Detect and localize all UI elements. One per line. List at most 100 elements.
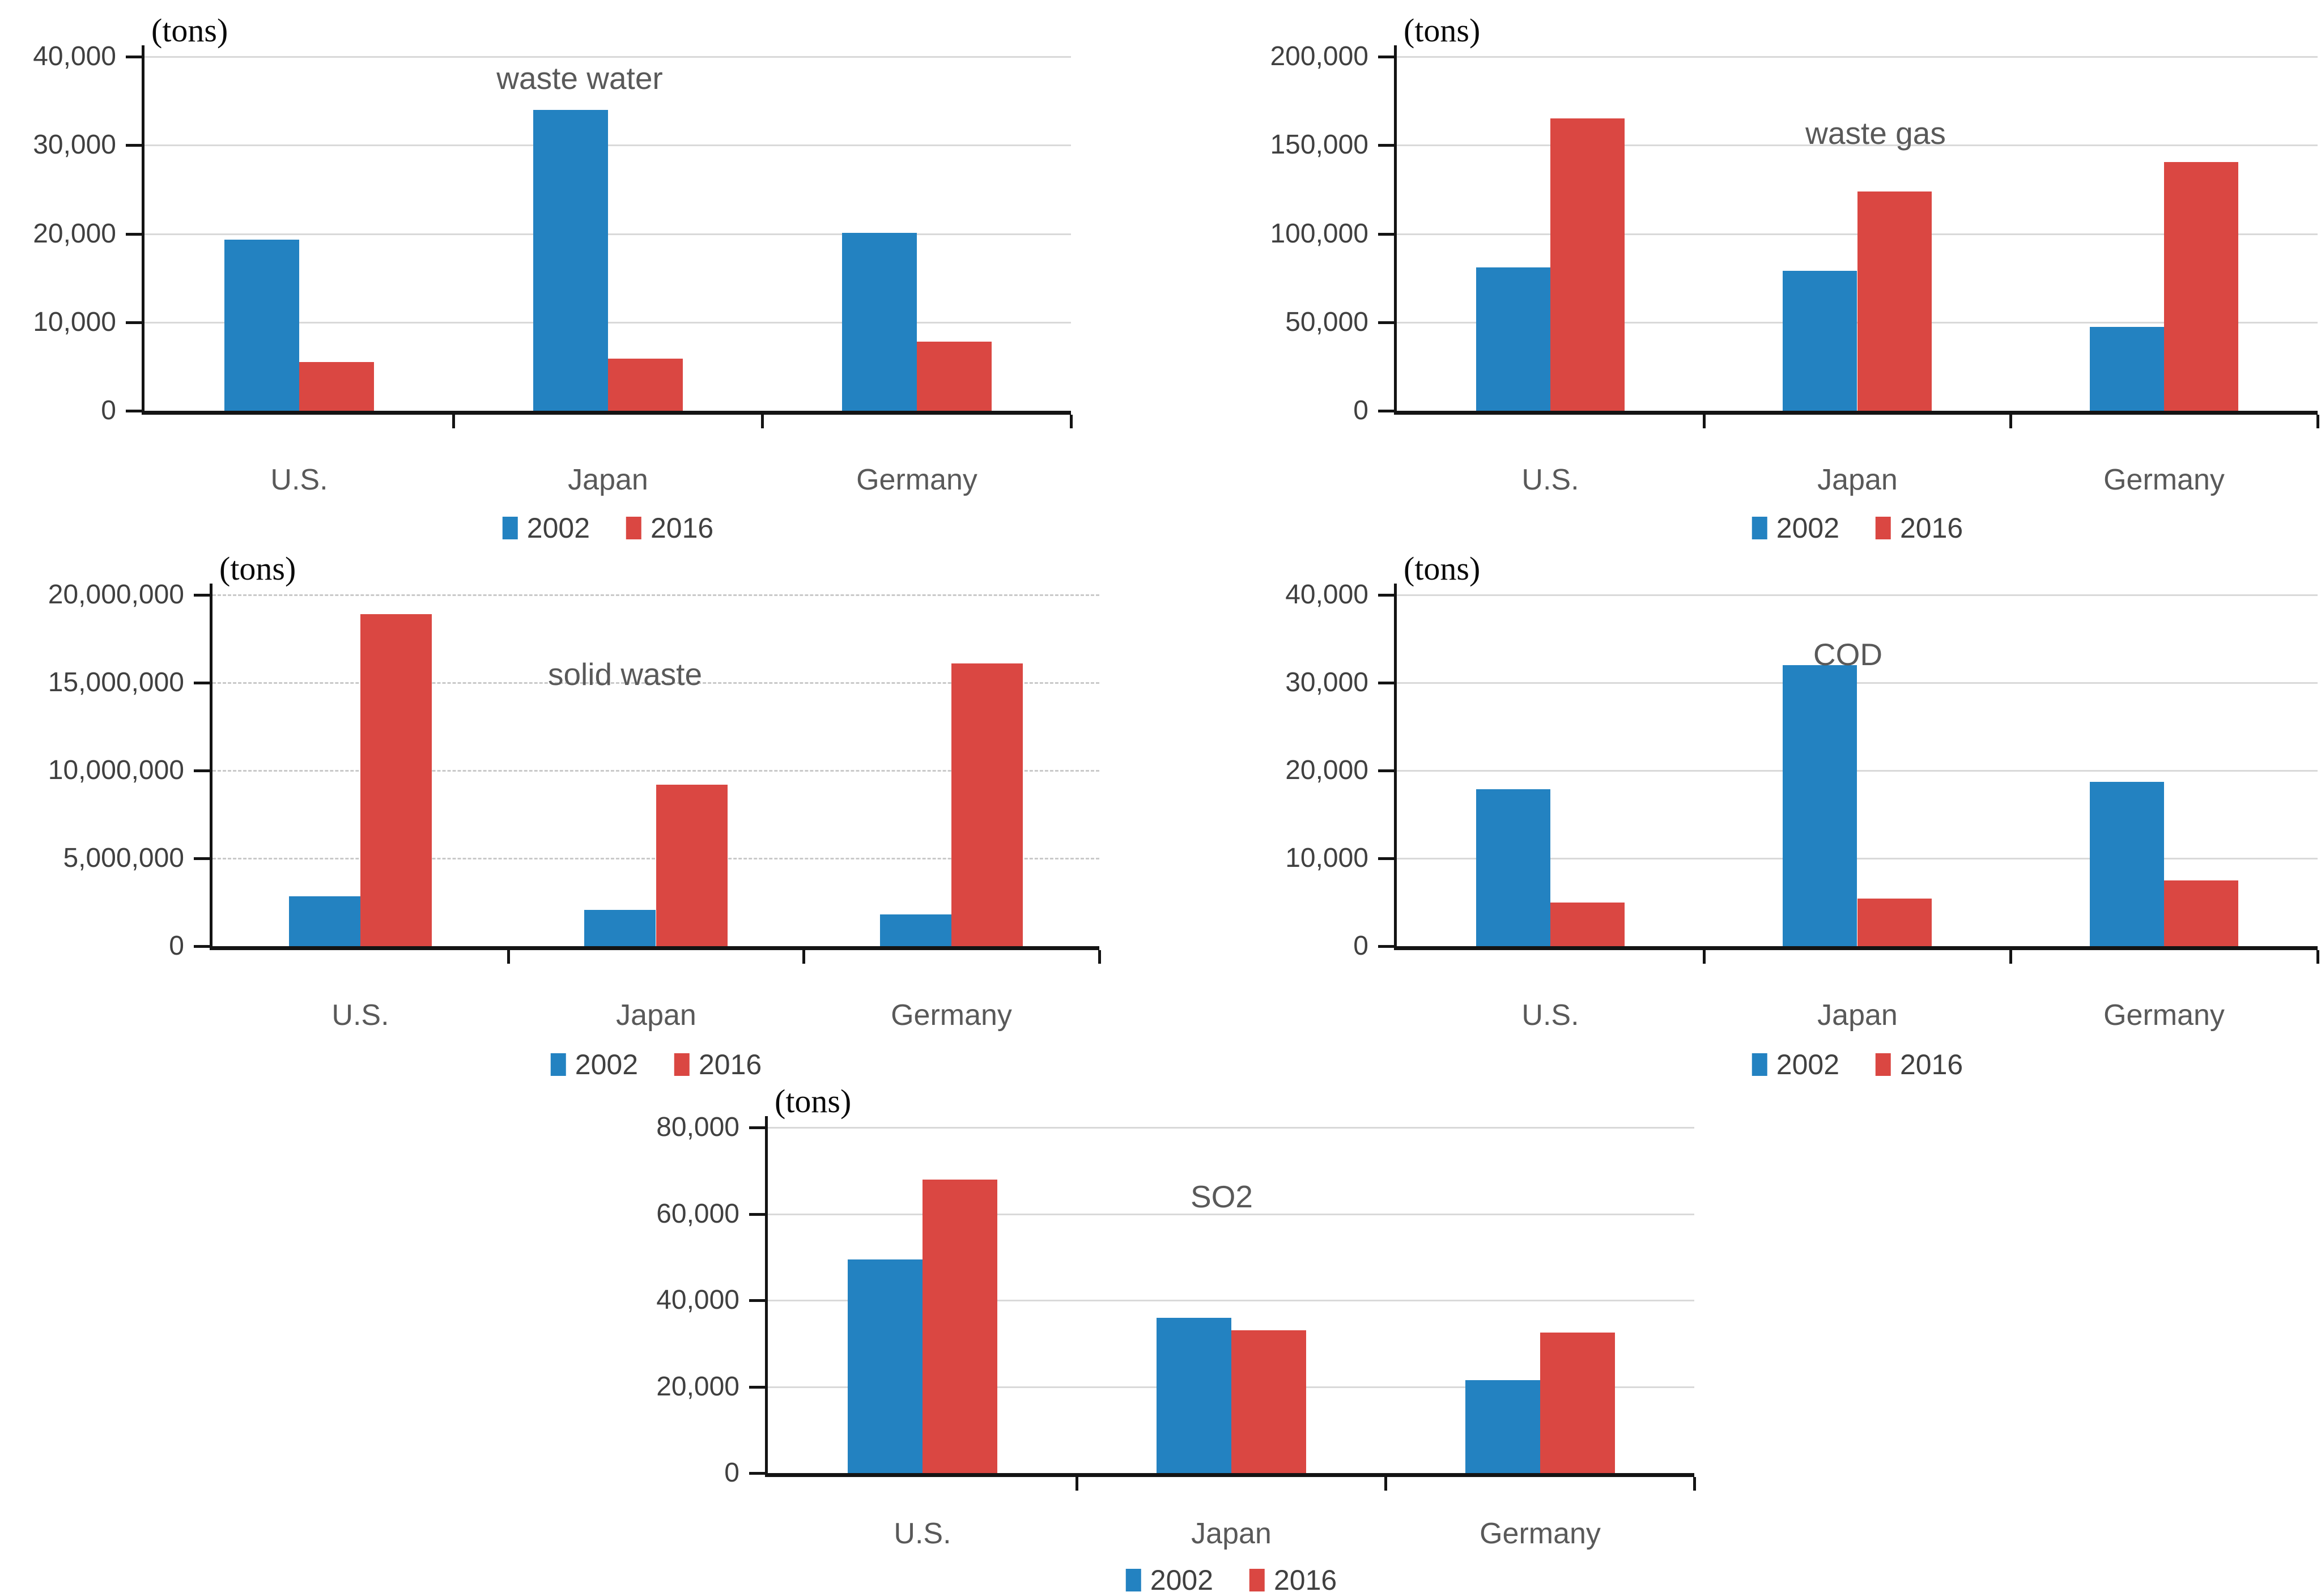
- y-tick-label: 0: [724, 1458, 739, 1488]
- gridline: [1397, 144, 2318, 146]
- category-label-germany: Germany: [1480, 1517, 1601, 1550]
- legend-label-2016: 2016: [1900, 1049, 1963, 1080]
- bar-2002-germany: [1465, 1380, 1540, 1473]
- y-tick-mark: [749, 1472, 765, 1475]
- chart-title: waste gas: [1805, 116, 1946, 151]
- x-axis: [142, 411, 1071, 415]
- legend-swatch-2002: [502, 517, 518, 539]
- x-tick-mark: [507, 950, 510, 964]
- y-tick-mark: [1378, 410, 1394, 412]
- y-axis: [210, 584, 212, 950]
- bar-2002-us: [1476, 267, 1550, 411]
- legend-swatch-2016: [1876, 1053, 1891, 1076]
- legend-swatch-2016: [674, 1053, 690, 1076]
- x-axis: [210, 946, 1099, 950]
- category-label-japan: Japan: [1817, 463, 1898, 496]
- bar-2016-japan: [1231, 1330, 1306, 1473]
- unit-label: (tons): [1404, 550, 1481, 587]
- bar-2016-japan: [656, 785, 728, 946]
- y-tick-label: 40,000: [33, 41, 116, 71]
- category-label-japan: Japan: [1817, 999, 1898, 1032]
- y-tick-mark: [1378, 56, 1394, 58]
- y-tick-mark: [126, 56, 142, 58]
- x-tick-mark: [802, 950, 805, 964]
- y-tick-label: 10,000,000: [48, 755, 184, 785]
- y-tick-mark: [1378, 857, 1394, 860]
- category-label-japan: Japan: [568, 463, 648, 496]
- y-tick-mark: [749, 1299, 765, 1302]
- x-tick-mark: [1693, 1477, 1696, 1491]
- y-tick-label: 20,000,000: [48, 580, 184, 610]
- y-tick-label: 60,000: [656, 1199, 739, 1229]
- y-axis: [1394, 45, 1397, 414]
- y-tick-mark: [194, 682, 210, 684]
- legend-item-2002: 2002: [1125, 1564, 1213, 1596]
- y-tick-mark: [1378, 594, 1394, 597]
- category-label-us: U.S.: [894, 1517, 951, 1550]
- x-tick-mark: [1098, 950, 1101, 964]
- legend-label-2016: 2016: [651, 512, 714, 544]
- bar-2016-germany: [2164, 162, 2238, 411]
- y-tick-mark: [194, 769, 210, 772]
- bar-2002-germany: [842, 233, 917, 411]
- x-tick-mark: [1703, 415, 1706, 428]
- y-tick-mark: [194, 945, 210, 948]
- bar-2002-japan: [1783, 665, 1857, 946]
- legend-label-2002: 2002: [1150, 1564, 1213, 1596]
- y-tick-mark: [749, 1126, 765, 1129]
- y-tick-mark: [126, 233, 142, 236]
- y-tick-mark: [126, 144, 142, 147]
- legend-swatch-2016: [626, 517, 641, 539]
- legend-swatch-2016: [1249, 1569, 1265, 1591]
- y-tick-label: 0: [101, 395, 116, 425]
- category-label-us: U.S.: [270, 463, 328, 496]
- x-tick-mark: [1076, 1477, 1078, 1491]
- chart-title: waste water: [496, 61, 663, 96]
- category-label-germany: Germany: [856, 463, 977, 496]
- legend: 2002 2016: [502, 513, 713, 543]
- y-tick-mark: [1378, 682, 1394, 684]
- bar-2002-japan: [584, 910, 656, 946]
- y-tick-label: 20,000: [33, 219, 116, 249]
- bar-2002-germany: [2090, 782, 2164, 946]
- chart-title: COD: [1813, 637, 1883, 672]
- x-tick-mark: [1070, 415, 1073, 428]
- legend-label-2002: 2002: [575, 1049, 638, 1080]
- y-tick-label: 50,000: [1285, 307, 1368, 337]
- y-tick-label: 150,000: [1270, 130, 1368, 160]
- gridline: [144, 56, 1071, 58]
- unit-label: (tons): [219, 550, 296, 587]
- y-tick-label: 200,000: [1270, 41, 1368, 71]
- category-label-germany: Germany: [2103, 463, 2225, 496]
- y-axis: [765, 1116, 768, 1476]
- x-tick-mark: [1384, 1477, 1387, 1491]
- bar-2016-us: [923, 1180, 997, 1474]
- gridline: [212, 858, 1099, 859]
- category-label-germany: Germany: [891, 999, 1012, 1032]
- y-tick-label: 40,000: [1285, 580, 1368, 610]
- y-tick-mark: [194, 594, 210, 597]
- unit-label: (tons): [775, 1083, 852, 1120]
- x-tick-mark: [1703, 950, 1706, 964]
- gridline: [768, 1300, 1694, 1301]
- bar-2002-germany: [2090, 327, 2164, 411]
- legend-swatch-2002: [550, 1053, 566, 1076]
- gridline: [1397, 56, 2318, 58]
- y-tick-label: 100,000: [1270, 219, 1368, 249]
- gridline: [1397, 858, 2318, 859]
- y-tick-label: 10,000: [33, 307, 116, 337]
- x-tick-mark: [2316, 415, 2319, 428]
- legend-label-2002: 2002: [1776, 512, 1839, 544]
- legend-item-2002: 2002: [1752, 1049, 1839, 1080]
- y-axis: [1394, 584, 1397, 950]
- bar-2016-japan: [1857, 191, 1932, 411]
- legend-label-2016: 2016: [1900, 512, 1963, 544]
- gridline: [1397, 682, 2318, 684]
- category-label-japan: Japan: [1191, 1517, 1272, 1550]
- y-tick-mark: [1378, 769, 1394, 772]
- legend-item-2016: 2016: [626, 513, 713, 543]
- legend-item-2016: 2016: [674, 1049, 762, 1080]
